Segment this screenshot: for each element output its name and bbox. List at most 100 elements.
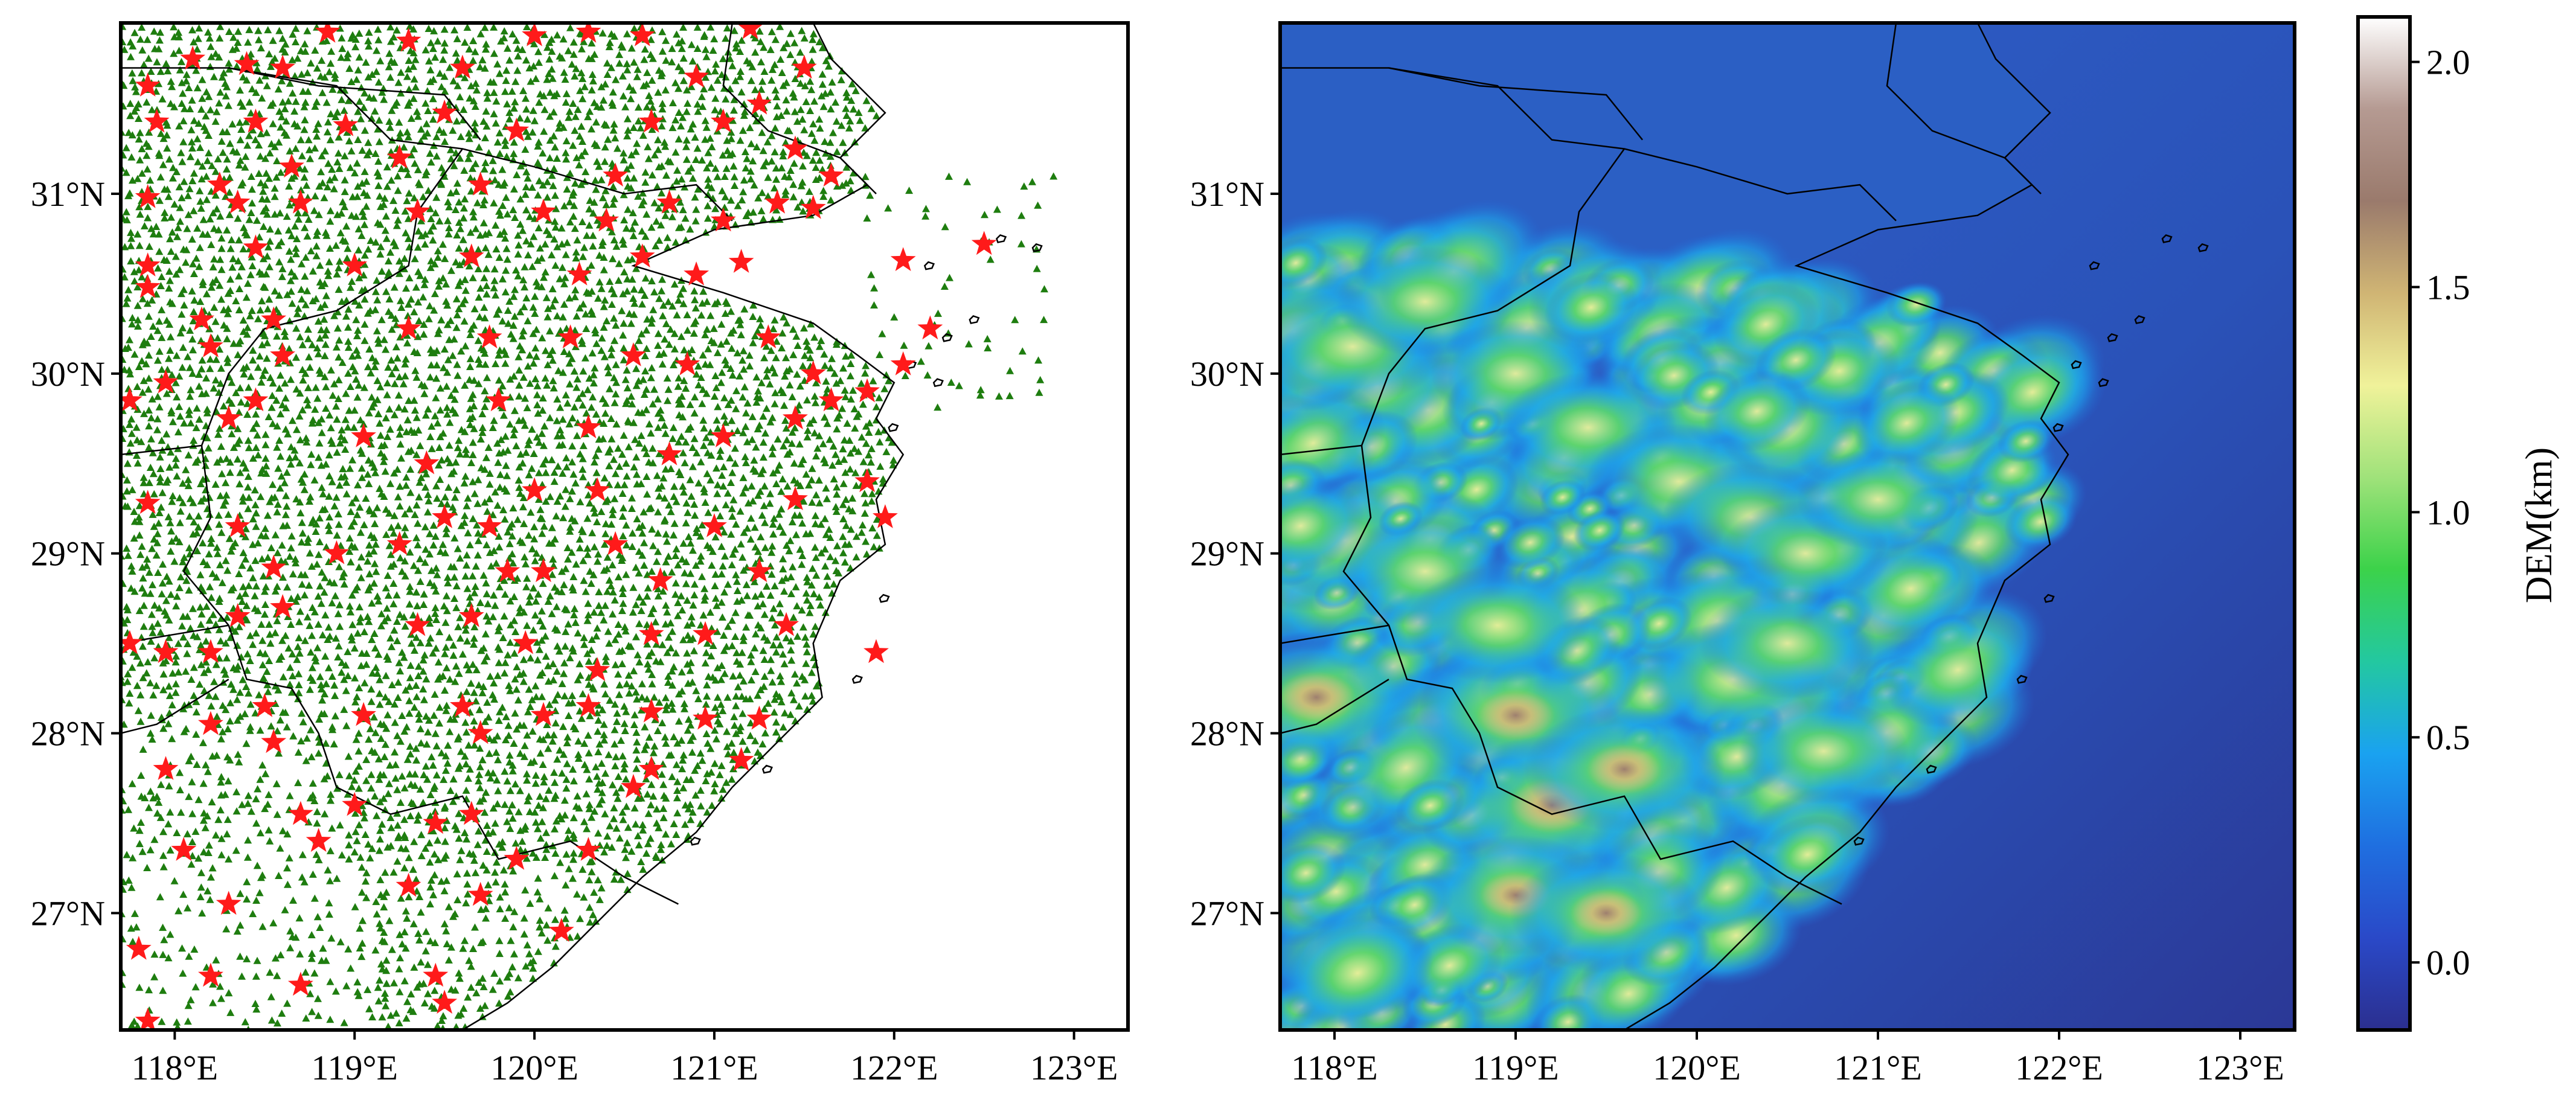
peak [1570,889,1642,938]
relief-patch [1886,281,1947,327]
reference-station-star [693,705,718,730]
reference-station-star [270,54,295,79]
reference-station-star [585,657,610,682]
relief-patch [1282,914,1434,1030]
relief-patch [1539,479,1586,516]
island-outline [2043,593,2055,603]
reference-station-star [656,441,682,465]
reference-station-star [557,324,583,348]
border-line [228,67,481,141]
island-outline [851,674,863,684]
reference-station-star [216,891,242,915]
reference-station-star [647,567,673,592]
reference-station-star [135,273,161,298]
x-tick-label: 122°E [850,1048,938,1087]
reference-station-star [153,639,179,664]
reference-station-star [818,387,844,412]
ridge [1738,698,1909,805]
reference-station-star [783,405,808,430]
station-triangles [121,23,1058,1030]
reference-station-star [396,872,421,897]
island-outline [2089,261,2100,270]
reference-stations [121,23,997,1030]
colorbar-tick-label: 0.0 [2426,943,2470,982]
border-line [1280,624,1389,644]
reference-station-star [621,773,646,798]
reference-station-star [575,23,601,43]
island-outline [690,836,701,846]
reference-station-star [746,91,772,115]
reference-station-star [728,249,754,273]
border-line [1342,445,1842,905]
reference-station-star [121,630,143,654]
reference-station-star [153,369,179,394]
reference-station-star [566,261,592,286]
reference-station-star [396,315,421,340]
reference-station-star [198,711,223,735]
y-tick-label: 31°N [31,174,105,214]
y-tick-label: 29°N [1190,534,1264,574]
y-axis-ticks: 27°N 28°N 29°N 30°N 31°N [31,174,121,933]
reference-station-star [225,189,251,214]
island-outline [932,378,944,388]
reference-station-star [575,837,601,861]
reference-station-star [234,51,260,75]
reference-station-star [198,962,223,987]
x-axis-ticks: 118°E 119°E 120°E 121°E 122°E 123°E [1291,1030,2284,1087]
reference-station-star [121,387,143,412]
reference-station-star [386,144,412,169]
reference-station-star [710,207,736,232]
reference-station-star [243,108,269,133]
relief-patch [1495,516,1565,570]
island-outline [923,261,935,270]
reference-station-star [854,468,880,493]
reference-station-star [575,414,601,438]
reference-station-star [458,243,484,267]
border-line [121,148,463,456]
reference-station-star [135,252,161,277]
reference-station-star [629,243,655,267]
reference-station-star [198,639,223,664]
reference-station-star [207,171,232,196]
relief-patch [1997,419,2055,463]
reference-station-star [180,45,206,70]
relief-patch [1755,814,1860,895]
reference-station-star [450,54,475,79]
y-axis-ticks: 27°N 28°N 29°N 30°N 31°N [1190,174,1280,933]
ridge [1698,587,1877,699]
reference-station-star [873,504,898,528]
island-outline [1926,764,1937,774]
reference-station-star [693,621,718,645]
reference-station-star [476,513,502,537]
reference-station-star [225,603,251,627]
reference-station-star [261,729,287,753]
x-tick-label: 119°E [311,1048,397,1087]
reference-station-star [342,791,368,816]
land-triangle-cloud [121,23,1058,1030]
reference-station-star [890,247,916,271]
dem-map-panel: 118°E 119°E 120°E 121°E 122°E 123°E 27°N28°N2… [1190,21,2296,1087]
x-tick-label: 118°E [132,1048,218,1087]
reference-station-star [153,756,179,780]
reference-station-star [621,342,646,366]
reference-station-star [638,621,664,645]
border-line [182,445,679,905]
reference-station-star [531,198,556,223]
reference-station-star [674,351,700,376]
island-outline [2134,315,2145,324]
reference-station-star [189,306,214,331]
reference-station-star [467,881,493,906]
province-borders [1280,23,2209,1030]
reference-station-star [594,207,620,232]
x-axis-ticks: 118°E 119°E 120°E 121°E 122°E 123°E [132,1030,1118,1087]
x-tick-label: 120°E [1653,1048,1741,1087]
reference-station-star [971,231,997,255]
peak [1586,744,1662,795]
reference-station-star [854,378,880,403]
colorbar: 0.0 0.5 1.0 1.5 2.0 DEM(km) [2356,15,2560,1032]
reference-station-star [585,477,610,502]
reference-station-star [495,558,521,583]
coastline [1280,23,2069,1030]
relief-patch [1703,370,1811,453]
reference-station-star [342,252,368,277]
